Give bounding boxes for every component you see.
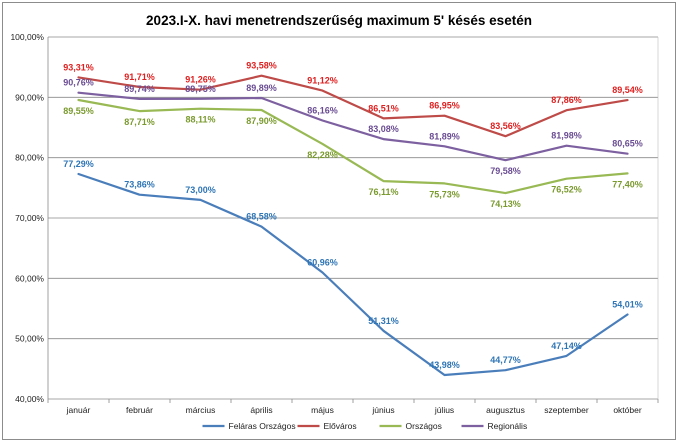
data-label: 77,40% <box>612 179 643 189</box>
x-tick-label: május <box>311 405 334 415</box>
chart-title: 2023.I-X. havi menetrendszerűség maximum… <box>146 13 532 28</box>
data-label: 80,65% <box>612 139 643 149</box>
data-label: 87,90% <box>246 116 277 126</box>
x-tick-label: augusztus <box>486 405 525 415</box>
data-labels: 77,29% 73,86% 73,00% 68,58% 60,96% 51,31% 43,9… <box>63 61 643 370</box>
data-label: 83,08% <box>368 124 399 134</box>
data-label: 54,01% <box>612 299 643 309</box>
data-label: 91,12% <box>307 76 338 86</box>
data-label: 89,75% <box>185 84 216 94</box>
data-label: 44,77% <box>490 355 521 365</box>
data-label: 89,55% <box>63 106 94 116</box>
x-tick-label: január <box>66 405 91 415</box>
data-label: 68,58% <box>246 212 277 222</box>
data-label: 83,56% <box>490 121 521 131</box>
data-label: 86,95% <box>429 101 460 111</box>
data-label: 93,58% <box>246 61 277 71</box>
data-label: 73,00% <box>185 185 216 195</box>
x-tick-label: június <box>371 405 394 415</box>
data-label: 89,74% <box>124 84 155 94</box>
series-line-3 <box>77 98 629 195</box>
data-label: 77,29% <box>63 159 94 169</box>
legend: Feláras Országos Előváros Országos Regionál… <box>202 421 528 431</box>
data-label: 86,51% <box>368 103 399 113</box>
legend-label: Regionális <box>488 421 528 431</box>
y-axis: 40,00% 50,00% 60,00% 70,00% 80,00% 90,00% 100,… <box>10 32 49 404</box>
series-line-4 <box>77 91 629 162</box>
series-line-2 <box>77 74 629 138</box>
y-tick-label: 70,00% <box>15 213 44 223</box>
data-label: 91,26% <box>185 75 216 85</box>
series-line-1 <box>77 172 629 377</box>
y-tick-label: 80,00% <box>15 153 44 163</box>
data-label: 86,16% <box>307 106 338 116</box>
data-label: 81,98% <box>551 131 582 141</box>
data-label: 43,98% <box>429 360 460 370</box>
data-label: 93,31% <box>63 62 94 72</box>
y-tick-label: 90,00% <box>15 92 44 102</box>
y-tick-label: 40,00% <box>15 394 44 404</box>
data-label: 47,14% <box>551 341 582 351</box>
data-label: 75,73% <box>429 189 460 199</box>
legend-label: Országos <box>406 421 442 431</box>
data-label: 90,76% <box>63 78 94 88</box>
data-label: 82,28% <box>307 150 338 160</box>
x-tick-label: március <box>186 405 216 415</box>
data-label: 91,71% <box>124 72 155 82</box>
data-label: 89,89% <box>246 83 277 93</box>
y-tick-label: 100,00% <box>10 32 44 42</box>
data-label: 81,89% <box>429 131 460 141</box>
x-tick-label: szeptember <box>544 405 589 415</box>
legend-label: Előváros <box>324 421 357 431</box>
series-lines <box>77 74 629 377</box>
data-label: 76,11% <box>368 187 398 197</box>
data-label: 73,86% <box>124 180 155 190</box>
data-label: 60,96% <box>307 258 338 268</box>
data-label: 79,58% <box>490 166 521 176</box>
data-label: 87,71% <box>124 117 155 127</box>
data-label: 76,52% <box>551 185 582 195</box>
x-tick-label: április <box>250 405 272 415</box>
y-tick-label: 60,00% <box>15 273 44 283</box>
gridlines <box>48 36 659 400</box>
x-tick-label: július <box>434 405 454 415</box>
data-label: 74,13% <box>490 199 521 209</box>
data-label: 87,86% <box>551 95 582 105</box>
legend-label: Feláras Országos <box>229 421 296 431</box>
data-label: 51,31% <box>368 316 399 326</box>
data-label: 89,54% <box>612 85 643 95</box>
data-label: 88,11% <box>185 115 215 125</box>
x-tick-label: február <box>126 405 153 415</box>
line-chart: 2023.I-X. havi menetrendszerűség maximum… <box>10 13 659 431</box>
chart-frame: 2023.I-X. havi menetrendszerűség maximum… <box>2 2 676 440</box>
x-axis: január február március április május június jú… <box>47 399 659 415</box>
y-tick-label: 50,00% <box>15 334 44 344</box>
x-tick-label: október <box>613 405 642 415</box>
